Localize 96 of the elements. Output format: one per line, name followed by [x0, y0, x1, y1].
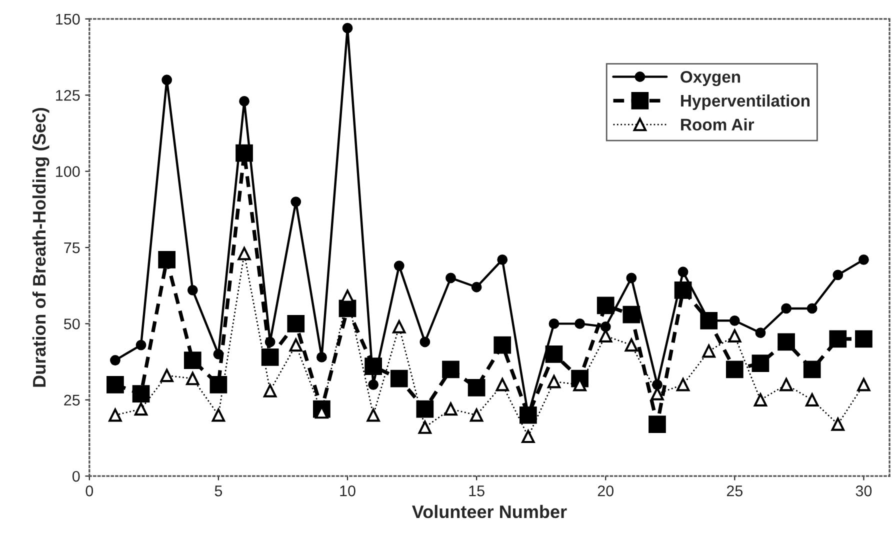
point — [831, 418, 845, 431]
point — [726, 360, 744, 378]
point — [806, 393, 819, 406]
point — [342, 22, 353, 34]
point — [368, 379, 379, 390]
point — [187, 284, 198, 296]
point — [803, 360, 821, 378]
x-tick-label: 25 — [726, 486, 743, 496]
point — [238, 247, 251, 260]
point — [832, 270, 844, 280]
point — [522, 430, 535, 444]
point — [678, 266, 688, 278]
point — [418, 420, 432, 434]
x-tick-label: 30 — [856, 486, 872, 496]
point — [186, 372, 200, 386]
point — [829, 330, 847, 348]
point — [781, 303, 792, 314]
point — [446, 272, 456, 284]
point — [184, 352, 202, 369]
point — [676, 378, 690, 392]
point — [136, 340, 146, 350]
point — [648, 416, 666, 433]
point — [390, 370, 408, 388]
point — [158, 251, 176, 268]
legend-label: Oxygen — [680, 70, 740, 86]
point — [132, 385, 150, 402]
x-tick-label: 5 — [214, 486, 222, 496]
x-tick-label: 20 — [598, 486, 614, 496]
point — [494, 336, 512, 354]
point — [674, 281, 692, 299]
point — [755, 328, 766, 338]
point — [778, 333, 795, 351]
y-tick-label: 100 — [56, 166, 80, 178]
point — [364, 358, 382, 376]
point — [468, 379, 486, 396]
y-tick-label: 125 — [56, 90, 80, 101]
point — [728, 329, 742, 342]
point — [210, 376, 228, 394]
point — [600, 322, 611, 332]
point — [134, 402, 148, 416]
x-tick-label: 10 — [340, 486, 356, 496]
point — [106, 376, 124, 394]
point — [622, 306, 640, 324]
point — [780, 378, 793, 392]
point — [236, 144, 253, 162]
point — [548, 318, 560, 329]
point — [858, 254, 869, 265]
point — [316, 352, 327, 362]
point — [392, 320, 406, 334]
point — [497, 254, 508, 265]
point — [596, 296, 614, 314]
y-axis-title: Duration of Breath-Holding (Sec) — [32, 108, 50, 387]
point — [470, 408, 484, 422]
x-axis-title: Volunteer Number — [412, 504, 567, 518]
point — [702, 344, 716, 358]
point — [110, 355, 120, 366]
legend-label: Hyperventilation — [681, 94, 810, 110]
point — [547, 375, 561, 388]
point — [855, 330, 872, 348]
legend-label: Room Air — [681, 118, 754, 131]
point — [857, 378, 870, 392]
point — [752, 354, 770, 372]
x-tick-label: 15 — [469, 486, 484, 496]
point — [442, 360, 460, 378]
point — [261, 348, 279, 366]
point — [160, 368, 174, 382]
point — [574, 318, 586, 329]
point — [287, 315, 305, 332]
point — [289, 338, 302, 352]
point — [162, 74, 172, 86]
x-tick-label: 0 — [86, 486, 94, 496]
point — [806, 303, 818, 314]
point — [754, 393, 768, 406]
point — [263, 384, 277, 398]
point — [290, 196, 302, 208]
y-tick-label: 150 — [56, 14, 80, 25]
point — [394, 260, 404, 272]
point — [729, 315, 740, 326]
y-tick-label: 50 — [64, 318, 80, 330]
point — [420, 336, 430, 348]
point — [652, 379, 662, 390]
point — [212, 408, 226, 422]
y-tick-label: 25 — [64, 394, 80, 406]
point — [416, 400, 434, 418]
point — [366, 408, 380, 422]
y-tick-label: 75 — [64, 242, 80, 254]
point — [496, 378, 509, 392]
point — [624, 338, 638, 352]
point — [471, 282, 482, 292]
point — [340, 290, 354, 303]
point — [626, 272, 637, 284]
point — [108, 408, 122, 422]
point — [444, 402, 458, 416]
point — [239, 96, 250, 106]
y-tick-label: 0 — [72, 470, 80, 482]
point — [545, 345, 563, 363]
